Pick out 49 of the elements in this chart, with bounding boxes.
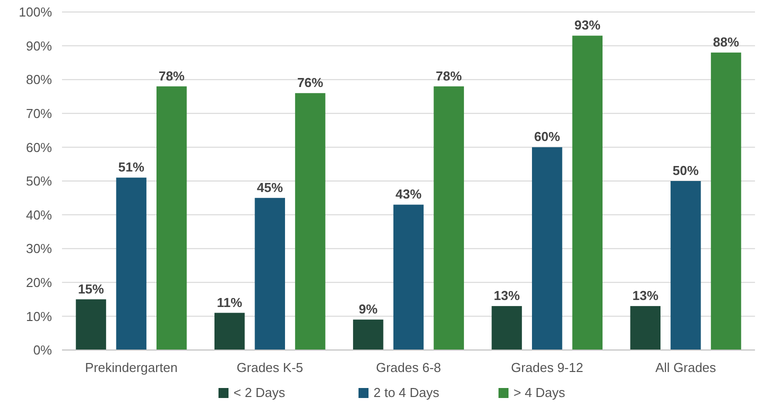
y-tick-label: 40% [26, 207, 52, 222]
bar [353, 320, 384, 350]
bar [572, 36, 603, 350]
data-label: 11% [216, 294, 243, 310]
bar [295, 93, 326, 350]
y-tick-label: 50% [26, 174, 52, 189]
y-tick-label: 90% [26, 38, 52, 54]
y-tick-label: 70% [26, 106, 52, 121]
bar [492, 306, 522, 350]
y-tick-label: 80% [26, 72, 52, 88]
y-tick-label: 30% [26, 241, 52, 256]
bar [670, 181, 701, 350]
y-tick-label: 100% [18, 4, 52, 20]
bar [156, 86, 187, 350]
data-label: 9% [358, 302, 378, 317]
legend-label: > 4 Days [514, 385, 566, 400]
data-label: 13% [494, 288, 520, 304]
bar [76, 299, 106, 350]
bar [393, 204, 424, 350]
bar [116, 178, 146, 350]
x-tick-label: Prekindergarten [85, 360, 178, 375]
legend-label: 2 to 4 Days [374, 385, 440, 400]
bar [710, 52, 742, 350]
data-label: 76% [297, 75, 324, 90]
bar [254, 198, 286, 350]
data-label: 93% [574, 18, 601, 33]
data-label: 50% [672, 163, 700, 178]
bar [434, 86, 464, 350]
y-tick-label: 60% [26, 140, 52, 155]
data-label: 78% [436, 68, 462, 84]
bar [532, 147, 562, 350]
x-tick-label: Grades 6-8 [376, 360, 442, 375]
data-label: 15% [78, 281, 104, 296]
x-tick-label: All Grades [655, 360, 717, 375]
data-label: 78% [158, 68, 186, 84]
x-tick-label: Grades K-5 [236, 360, 304, 375]
bar [214, 312, 245, 350]
data-label: 43% [395, 186, 422, 202]
data-label: 13% [632, 288, 659, 304]
data-label: 88% [713, 34, 740, 50]
data-label: 45% [256, 180, 284, 195]
bar [630, 306, 660, 350]
data-label: 51% [118, 160, 145, 175]
x-tick-label: Grades 9-12 [510, 360, 584, 375]
data-label: 60% [534, 129, 561, 144]
y-tick-label: 0% [33, 342, 52, 358]
y-tick-label: 10% [26, 308, 52, 324]
legend-label: < 2 Days [234, 385, 286, 400]
y-tick-label: 20% [26, 274, 52, 290]
